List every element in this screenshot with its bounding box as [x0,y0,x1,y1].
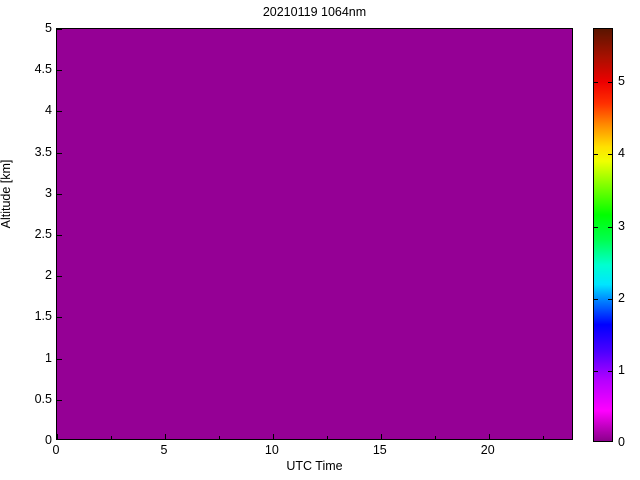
colorbar-tick-mark [608,298,612,300]
y-tick-mark [57,358,62,360]
y-tick-mark [57,29,62,30]
x-axis-label: UTC Time [286,459,343,473]
page-title: 20210119 1064nm [262,5,367,19]
colorbar-tick-mark [594,298,598,300]
colorbar-tick-label: 3 [618,218,625,233]
x-tick-mark-minor [326,436,328,439]
colorbar-tick-mark [594,82,598,84]
x-tick-label: 20 [480,443,495,457]
y-tick-mark [57,70,62,72]
y-tick-label: 1 [45,350,52,365]
y-tick-mark [57,399,62,401]
y-tick-mark [57,111,62,113]
colorbar-tick-mark [608,226,612,228]
y-tick-label: 4.5 [34,62,52,77]
x-tick-label: 15 [372,443,387,457]
x-tick-mark-minor [218,436,220,439]
y-tick-label: 0.5 [34,391,52,406]
colorbar-tick-label: 1 [618,362,625,377]
colorbar-tick-mark [594,226,598,228]
x-tick-mark-minor [434,436,436,439]
x-tick-label: 0 [52,443,60,457]
colorbar-gradient [594,29,612,441]
y-tick-mark [57,235,62,236]
colorbar-tick-mark [594,154,598,156]
colorbar-tick-mark [608,370,612,372]
heatmap-surface [57,29,572,439]
y-tick-mark [57,276,62,278]
colorbar[interactable] [593,28,613,442]
x-tick-mark [57,434,58,439]
y-tick-label: 4 [45,103,52,118]
y-tick-mark [57,152,62,154]
y-tick-label: 2.5 [34,227,52,241]
x-tick-mark [488,434,490,439]
y-tick-label: 2 [45,268,52,283]
y-tick-label: 0 [45,433,52,447]
x-tick-mark-minor [542,436,544,439]
colorbar-tick-label: 0 [618,435,625,449]
x-tick-mark [272,434,274,439]
y-axis-label: Altitude [km] [0,159,13,229]
x-tick-mark [164,434,166,439]
y-tick-mark [57,193,62,195]
y-tick-label: 3.5 [34,144,52,159]
x-tick-label: 10 [264,443,279,457]
x-tick-mark [380,434,382,439]
colorbar-tick-mark [608,154,612,156]
colorbar-tick-label: 4 [618,146,625,161]
colorbar-tick-label: 2 [618,290,625,305]
x-tick-label: 5 [160,443,168,457]
colorbar-tick-mark [594,370,598,372]
y-tick-label: 1.5 [34,309,52,324]
y-tick-label: 3 [45,185,52,200]
y-tick-label: 5 [45,21,52,35]
colorbar-tick-label: 5 [618,74,625,89]
heatmap-plot-area[interactable] [56,28,573,440]
x-tick-mark-minor [110,436,112,439]
colorbar-tick-mark [608,82,612,84]
y-tick-mark [57,317,62,319]
